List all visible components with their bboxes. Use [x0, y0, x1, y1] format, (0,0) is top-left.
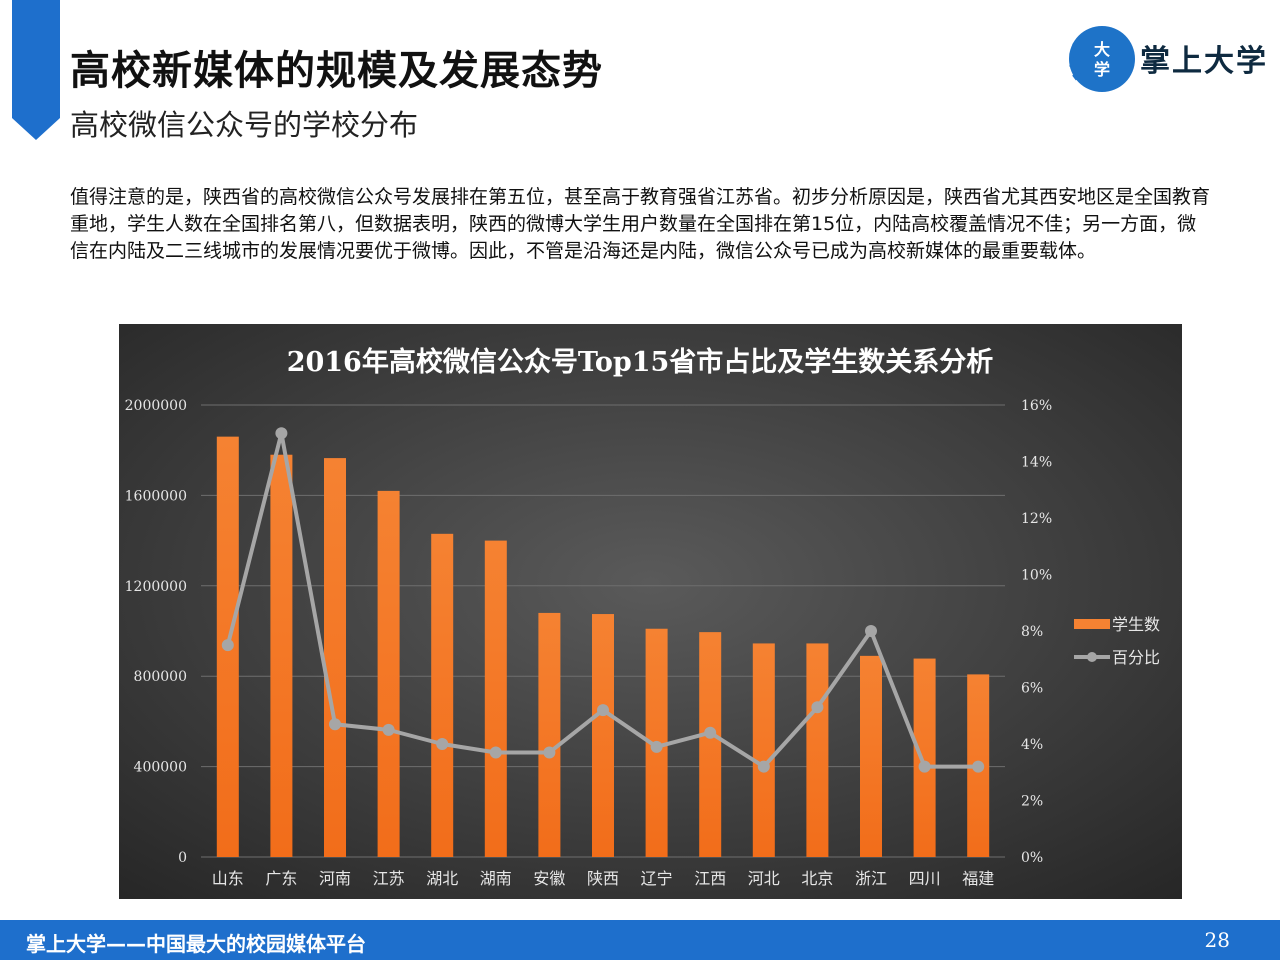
bar [592, 614, 614, 857]
line-point [597, 704, 609, 717]
logo-badge-bottom: 学 [1094, 60, 1110, 79]
x-tick-label: 江苏 [373, 869, 405, 888]
combo-chart: 2016年高校微信公众号Top15省市占比及学生数关系分析 0 400000 800… [119, 324, 1182, 899]
bar [484, 540, 507, 857]
bar [806, 643, 829, 857]
y-right-tick-label: 4% [1021, 737, 1043, 753]
line-point [972, 760, 985, 773]
x-tick-label: 北京 [801, 869, 833, 888]
page-number: 28 [1204, 928, 1230, 952]
brand-logo: 大 学 [1064, 22, 1264, 96]
y-right-tick-label: 0% [1021, 850, 1043, 866]
y-right-tick-label: 12% [1021, 511, 1052, 527]
y-right-tick-label: 10% [1021, 568, 1052, 584]
x-tick-label: 辽宁 [641, 869, 673, 888]
y-right-tick-label: 8% [1021, 624, 1043, 640]
chart-title: 2016年高校微信公众号Top15省市占比及学生数关系分析 [287, 346, 994, 378]
bar [860, 655, 882, 857]
bar [752, 643, 775, 857]
x-tick-label: 河南 [319, 869, 351, 888]
line-point [221, 639, 234, 652]
y-left-tick-label: 1600000 [125, 488, 187, 504]
body-paragraph: 值得注意的是，陕西省的高校微信公众号发展排在第五位，甚至高于教育强省江苏省。初步… [70, 186, 1211, 262]
x-tick-label: 广东 [265, 869, 297, 888]
line-point [650, 740, 663, 753]
line-point [918, 760, 931, 773]
bar [699, 632, 722, 857]
y-left-tick-label: 800000 [134, 669, 187, 685]
line-point [704, 726, 717, 739]
line-point [275, 427, 288, 440]
page-subtitle: 高校微信公众号的学校分布 [70, 108, 419, 142]
legend-label-bar: 学生数 [1112, 615, 1160, 634]
y-right-tick-label: 6% [1021, 681, 1043, 697]
x-tick-label: 山东 [212, 869, 244, 888]
y-left-tick-label: 0 [178, 850, 187, 866]
bar [377, 490, 400, 857]
x-tick-label: 湖南 [480, 869, 512, 888]
line-point [811, 701, 824, 714]
x-tick-label: 河北 [748, 869, 780, 888]
y-right-tick-label: 16% [1021, 398, 1052, 414]
bar [270, 454, 293, 857]
line-point [489, 746, 502, 759]
x-tick-label: 福建 [962, 869, 994, 888]
header-accent-tab [12, 0, 60, 140]
x-tick-label: 安徽 [533, 869, 565, 888]
bar [431, 533, 454, 857]
logo-badge-icon: 大 学 [1069, 26, 1135, 92]
legend-swatch-marker [1087, 652, 1097, 662]
chart-container: 2016年高校微信公众号Top15省市占比及学生数关系分析 0 400000 800… [119, 324, 1182, 899]
logo-badge-top: 大 [1094, 40, 1110, 59]
x-tick-label: 陕西 [587, 869, 619, 888]
line-point [543, 746, 556, 759]
y-left-tick-label: 1200000 [125, 579, 187, 595]
line-point [329, 718, 341, 731]
x-tick-label: 江西 [694, 869, 726, 888]
x-tick-label: 浙江 [855, 869, 887, 888]
bar [324, 458, 346, 857]
y-right-tick-label: 2% [1021, 794, 1043, 810]
line-point [757, 760, 770, 773]
y-right-tick-label: 14% [1021, 455, 1052, 471]
y-left-tick-label: 2000000 [125, 398, 187, 414]
legend-swatch-bar [1074, 619, 1110, 629]
bar [538, 612, 561, 857]
legend-label-line: 百分比 [1112, 648, 1160, 667]
line-point [865, 625, 877, 637]
page-title: 高校新媒体的规模及发展态势 [70, 48, 603, 94]
x-tick-label: 湖北 [426, 869, 458, 888]
line-point [382, 723, 395, 736]
footer-bar [0, 920, 1280, 960]
footer-tagline: 掌上大学——中国最大的校园媒体平台 [26, 932, 366, 956]
x-tick-label: 四川 [909, 869, 941, 888]
brand-name: 掌上大学 [1140, 44, 1268, 79]
bar [913, 658, 936, 857]
line-point [436, 738, 449, 750]
y-left-tick-label: 400000 [134, 760, 187, 776]
